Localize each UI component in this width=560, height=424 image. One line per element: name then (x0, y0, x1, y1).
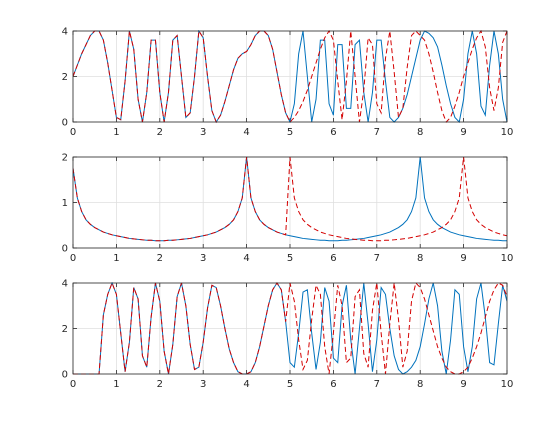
subplot: 0 1 2 3 4 5 6 7 8 9 10 0 1 2 (62, 153, 514, 265)
x-tick-label: 5 (287, 253, 293, 264)
x-tick-label: 8 (417, 379, 423, 390)
x-tick-label: 10 (501, 253, 514, 264)
x-tick-label: 2 (157, 379, 163, 390)
x-tick-label: 7 (374, 253, 380, 264)
y-tick-label: 2 (62, 324, 68, 335)
x-tick-label: 9 (460, 253, 466, 264)
x-tick-label: 4 (243, 253, 249, 264)
series-line (73, 156, 507, 242)
x-tick-label: 2 (157, 127, 163, 138)
axes-box (72, 156, 508, 249)
y-tick-label: 0 (62, 370, 68, 381)
y-tick-label: 2 (62, 153, 68, 164)
x-tick-label: 10 (501, 127, 514, 138)
x-tick-label: 6 (330, 253, 336, 264)
subplot: 0 1 2 3 4 5 6 7 8 9 10 0 2 4 (62, 27, 514, 139)
y-tick-label: 1 (62, 198, 68, 209)
x-tick-label: 5 (287, 379, 293, 390)
y-tick-label: 4 (62, 27, 68, 38)
x-tick-label: 6 (330, 379, 336, 390)
x-tick-label: 8 (417, 127, 423, 138)
x-tick-label: 0 (70, 379, 76, 390)
axes-box (72, 282, 508, 375)
x-tick-label: 9 (460, 127, 466, 138)
x-tick-label: 0 (70, 127, 76, 138)
x-tick-label: 10 (501, 379, 514, 390)
x-tick-label: 1 (113, 379, 119, 390)
x-tick-label: 3 (200, 127, 206, 138)
x-tick-label: 2 (157, 253, 163, 264)
y-tick-label: 0 (62, 118, 68, 129)
axes-box (72, 30, 508, 123)
y-tick-label: 0 (62, 244, 68, 255)
x-tick-label: 4 (243, 127, 249, 138)
subplot: 0 1 2 3 4 5 6 7 8 9 10 0 2 4 (62, 279, 514, 391)
x-tick-label: 8 (417, 253, 423, 264)
x-tick-label: 3 (200, 253, 206, 264)
x-tick-label: 1 (113, 127, 119, 138)
x-tick-label: 5 (287, 127, 293, 138)
x-tick-label: 7 (374, 127, 380, 138)
x-tick-label: 1 (113, 253, 119, 264)
x-tick-label: 9 (460, 379, 466, 390)
x-tick-label: 4 (243, 379, 249, 390)
y-tick-label: 2 (62, 72, 68, 83)
x-tick-label: 0 (70, 253, 76, 264)
x-tick-label: 6 (330, 127, 336, 138)
series-line (73, 30, 507, 123)
x-tick-label: 7 (374, 379, 380, 390)
y-tick-label: 4 (62, 279, 68, 290)
x-tick-label: 3 (200, 379, 206, 390)
